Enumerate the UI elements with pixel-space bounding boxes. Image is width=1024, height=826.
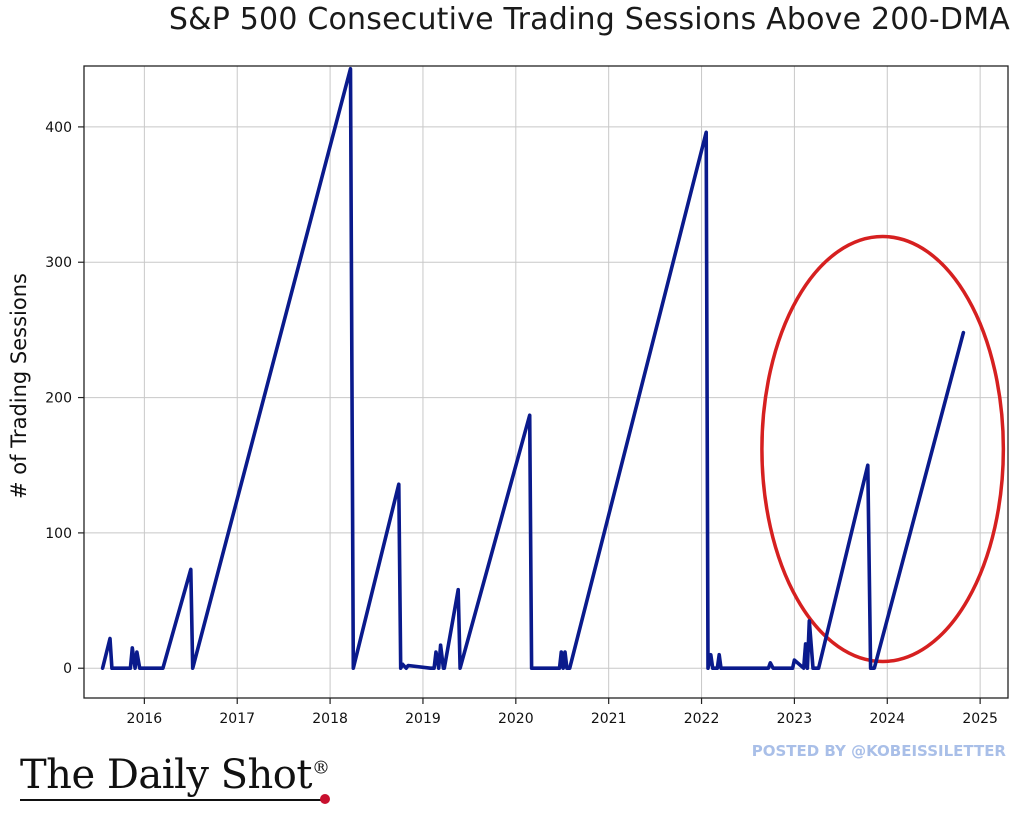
highlight-ellipse <box>760 234 1006 664</box>
logo-text: The Daily Shot <box>20 752 312 798</box>
x-tick-label: 2020 <box>498 711 534 727</box>
x-tick-label: 2016 <box>127 711 163 727</box>
chart-title: S&P 500 Consecutive Trading Sessions Abo… <box>168 2 1010 37</box>
series-group <box>100 66 966 671</box>
series-line-0 <box>100 66 966 671</box>
x-tick-label: 2019 <box>405 711 441 727</box>
x-tick-label: 2025 <box>962 711 998 727</box>
posted-by-credit: POSTED BY @KOBEISSILETTER <box>751 742 1006 760</box>
x-tick-label: 2017 <box>219 711 255 727</box>
y-tick-label: 400 <box>45 120 72 136</box>
y-tick-label: 0 <box>63 661 72 677</box>
axis-ticks: 2016 2017 2018 2019 2020 2021 2022 2023 2024 2025… <box>45 120 998 727</box>
x-tick-label: 2023 <box>777 711 813 727</box>
y-tick-label: 300 <box>45 255 72 271</box>
logo-underline <box>20 799 326 801</box>
annotations <box>760 234 1006 664</box>
logo-red-dot-icon <box>320 794 330 804</box>
x-tick-label: 2024 <box>869 711 905 727</box>
y-tick-label: 200 <box>45 391 72 407</box>
daily-shot-logo: The Daily Shot® <box>20 752 330 798</box>
x-tick-label: 2021 <box>591 711 627 727</box>
y-axis-label: # of Trading Sessions <box>7 273 31 499</box>
y-tick-label: 100 <box>45 526 72 542</box>
plot-frame <box>83 65 1009 699</box>
x-tick-label: 2018 <box>312 711 348 727</box>
x-tick-label: 2022 <box>684 711 720 727</box>
logo-registered-mark: ® <box>311 757 330 779</box>
